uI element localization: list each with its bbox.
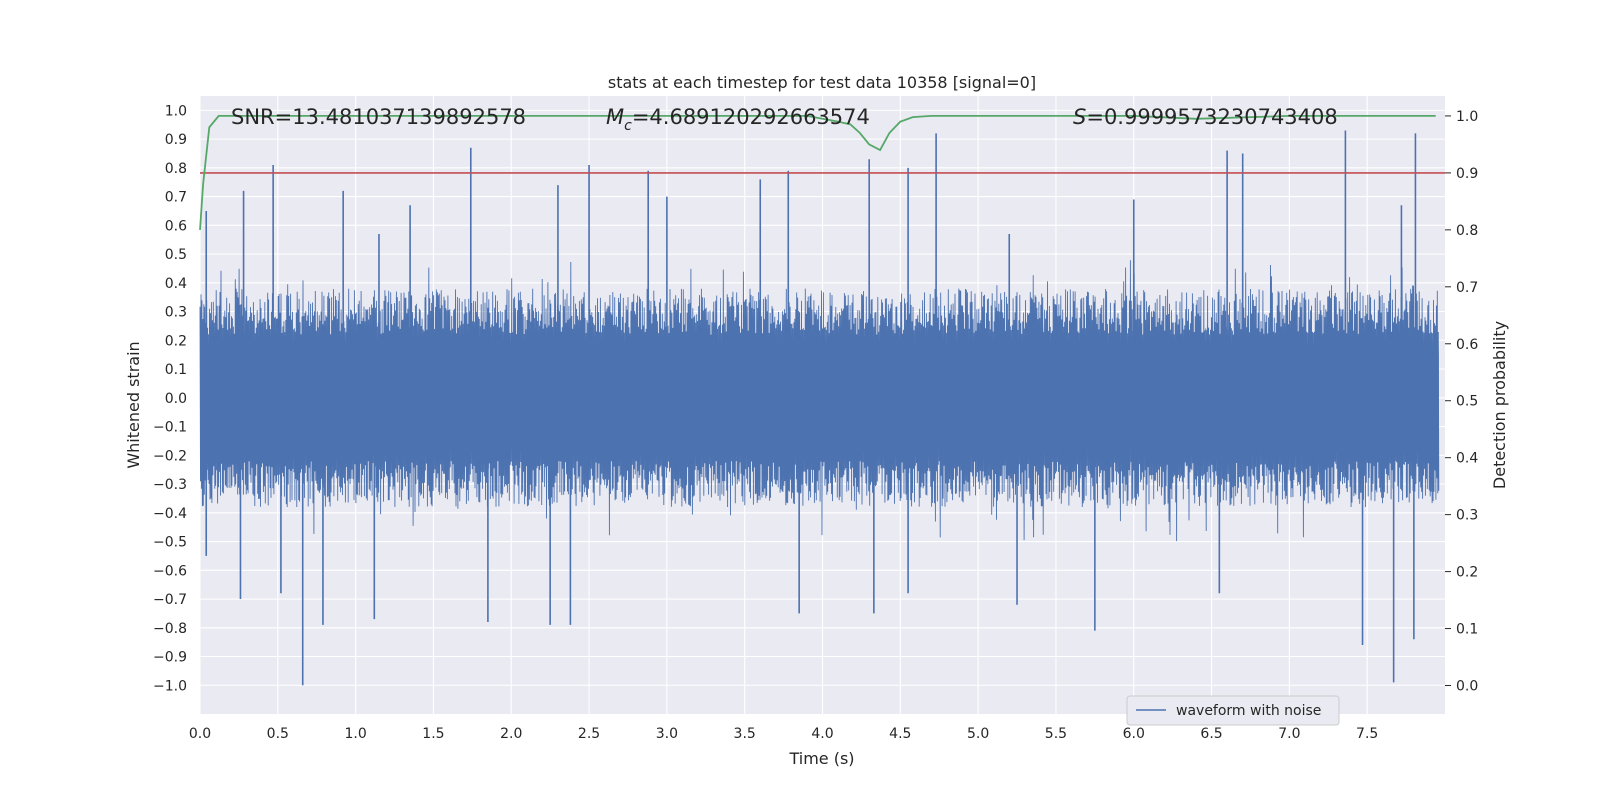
y-tick-label: −1.0 [153, 678, 187, 694]
right-y-tick-labels: 0.0 0.1 0.2 0.3 0.4 0.5 0.6 0.7 0.8 0.9 1.0 [1445, 109, 1478, 695]
waveform-line [199, 260, 1440, 542]
x-tick-label: 2.0 [500, 726, 522, 742]
x-tick-label: 1.5 [422, 726, 444, 742]
y-tick-label: −0.8 [153, 621, 187, 637]
y-tick-label: 0.8 [165, 161, 187, 177]
y-tick-label: −0.1 [153, 420, 187, 436]
s-value: =0.9999573230743408 [1086, 105, 1337, 129]
x-tick-label: 0.0 [189, 726, 211, 742]
right-y-tick-label: 0.6 [1456, 337, 1478, 353]
right-y-tick-label: 0.7 [1456, 280, 1478, 296]
x-tick-label: 1.0 [344, 726, 366, 742]
y-tick-label: 0.0 [165, 391, 187, 407]
y-tick-label: 0.2 [165, 333, 187, 349]
right-y-tick-label: 0.2 [1456, 565, 1478, 581]
right-y-tick-label: 0.8 [1456, 223, 1478, 239]
right-y-tick-label: 1.0 [1456, 109, 1478, 125]
x-tick-label: 7.5 [1356, 726, 1378, 742]
s-symbol: S [1073, 105, 1086, 129]
chart-title: stats at each timestep for test data 103… [608, 73, 1036, 92]
y-tick-labels: −1.0 −0.9 −0.8 −0.7 −0.6 −0.5 −0.4 −0.3 −0.2 −0.1… [153, 103, 187, 694]
y-tick-label: −0.5 [153, 535, 187, 551]
y-tick-label: −0.2 [153, 448, 187, 464]
x-tick-label: 7.0 [1278, 726, 1300, 742]
y-tick-label: 0.3 [165, 305, 187, 321]
right-y-tick-label: 0.9 [1456, 166, 1478, 182]
x-tick-label: 0.5 [267, 726, 289, 742]
x-tick-label: 6.0 [1123, 726, 1145, 742]
x-axis-label: Time (s) [788, 749, 854, 768]
mc-subscript: c [624, 118, 632, 134]
mc-symbol: M [606, 105, 624, 129]
y-tick-label: −0.4 [153, 506, 187, 522]
y-axis-label: Whitened strain [124, 341, 143, 468]
x-tick-label: 3.0 [656, 726, 678, 742]
x-tick-label: 6.5 [1200, 726, 1222, 742]
x-tick-label: 4.0 [811, 726, 833, 742]
y-tick-label: 0.7 [165, 190, 187, 206]
waveform-series [199, 130, 1440, 686]
snr-annotation: SNR=13.481037139892578 [231, 105, 526, 129]
x-tick-label: 5.0 [967, 726, 989, 742]
y-tick-label: 0.4 [165, 276, 187, 292]
s-annotation: S=0.9999573230743408 [1073, 105, 1338, 129]
x-tick-label: 5.5 [1045, 726, 1067, 742]
y-tick-label: 0.1 [165, 362, 187, 378]
right-y-tick-label: 0.4 [1456, 451, 1478, 467]
y-tick-label: 0.5 [165, 247, 187, 263]
mc-value: =4.689120292663574 [632, 105, 870, 129]
right-y-tick-label: 0.0 [1456, 679, 1478, 695]
right-y-axis-label: Detection probability [1490, 321, 1509, 489]
right-y-tick-label: 0.1 [1456, 622, 1478, 638]
legend: waveform with noise [1126, 695, 1340, 726]
y-tick-label: 1.0 [165, 103, 187, 119]
x-tick-label: 2.5 [578, 726, 600, 742]
legend-box [1126, 695, 1340, 726]
y-tick-label: −0.6 [153, 563, 187, 579]
y-tick-label: 0.9 [165, 132, 187, 148]
y-tick-label: −0.9 [153, 650, 187, 666]
probability-line [199, 115, 1436, 230]
y-tick-label: 0.6 [165, 218, 187, 234]
right-y-tick-label: 0.3 [1456, 508, 1478, 524]
legend-label: waveform with noise [1176, 703, 1321, 719]
right-y-tick-label: 0.5 [1456, 394, 1478, 410]
y-tick-label: −0.7 [153, 592, 187, 608]
probability-lines [199, 115, 1445, 230]
x-tick-label: 4.5 [889, 726, 911, 742]
x-tick-labels: 0.0 0.5 1.0 1.5 2.0 2.5 3.0 3.5 4.0 4.5 5.0 5.5 6.0 6… [189, 726, 1378, 742]
x-tick-label: 3.5 [734, 726, 756, 742]
chirp-mass-annotation: Mc=4.689120292663574 [606, 105, 870, 134]
y-tick-label: −0.3 [153, 477, 187, 493]
